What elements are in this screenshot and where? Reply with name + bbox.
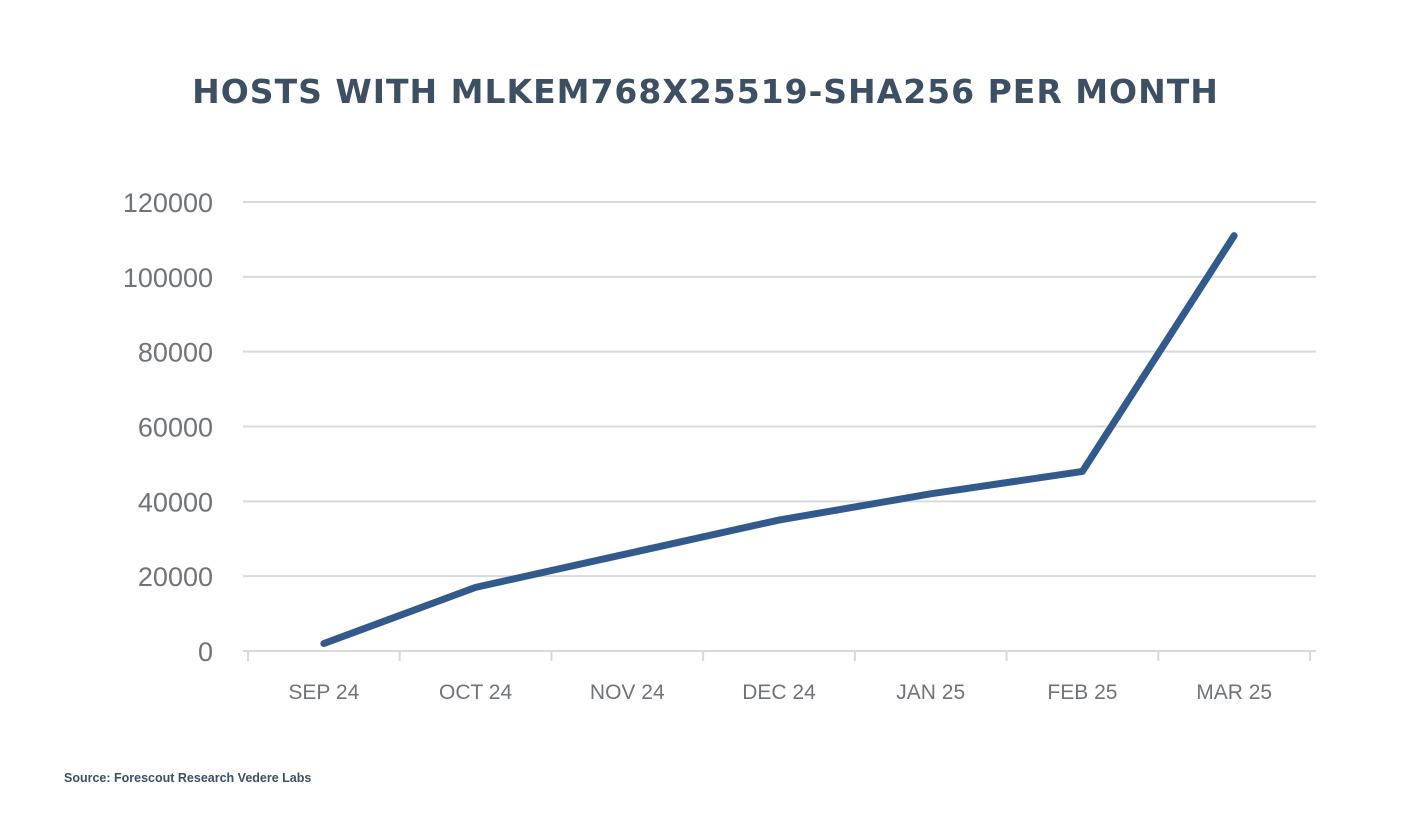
y-tick-label: 60000 [138, 413, 213, 443]
x-tick-label: FEB 25 [1047, 681, 1117, 704]
y-tick-label: 40000 [138, 487, 213, 517]
y-tick-label: 80000 [138, 338, 213, 368]
series [320, 232, 1238, 648]
y-axis: 0 20000 40000 60000 80000 100000 120000 [123, 188, 213, 667]
x-tick-label: DEC 24 [742, 681, 816, 704]
x-axis: SEP 24 OCT 24 NOV 24 DEC 24 JAN 25 FEB 25 MAR … [247, 651, 1311, 704]
y-tick-label: 0 [198, 637, 213, 667]
source-note: Source: Forescout Research Vedere Labs [64, 771, 312, 785]
gridlines [243, 201, 1316, 652]
x-tick-label: SEP 24 [288, 681, 359, 704]
y-tick-label: 120000 [123, 188, 213, 218]
x-tick-label: MAR 25 [1196, 681, 1272, 704]
chart-title: HOSTS WITH MLKEM768X25519-SHA256 PER MON… [192, 72, 1219, 111]
y-tick-label: 100000 [123, 263, 213, 293]
y-tick-label: 20000 [138, 562, 213, 592]
series-line [320, 232, 1238, 648]
x-tick-label: JAN 25 [896, 681, 965, 704]
x-tick-label: NOV 24 [590, 681, 665, 704]
x-tick-label: OCT 24 [439, 681, 512, 704]
